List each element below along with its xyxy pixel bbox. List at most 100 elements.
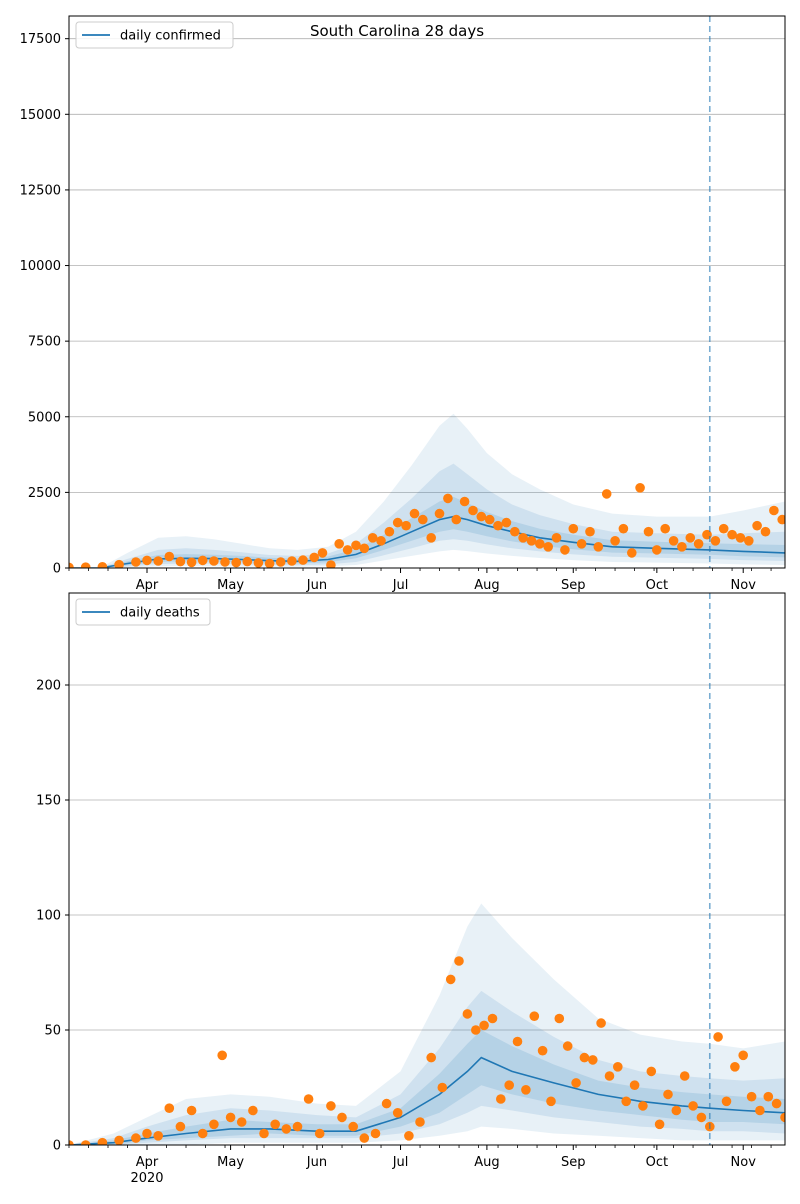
y-tick-label: 0 — [53, 562, 61, 577]
data-point — [97, 562, 108, 568]
legend-label: daily deaths — [120, 606, 200, 621]
data-point — [571, 1078, 581, 1088]
data-point — [426, 1052, 437, 1063]
data-point — [613, 1062, 623, 1072]
data-point — [479, 1020, 489, 1031]
data-point — [348, 1121, 359, 1132]
x-tick-label: Aug — [474, 1155, 499, 1170]
data-point — [646, 1066, 657, 1077]
data-point — [755, 1105, 765, 1116]
data-point — [309, 552, 320, 563]
y-tick-label: 200 — [36, 679, 61, 694]
y-tick-label: 50 — [44, 1024, 61, 1039]
data-point — [209, 1119, 219, 1130]
data-point — [760, 526, 771, 537]
data-point — [560, 545, 570, 555]
x-tick-label: May — [217, 1155, 244, 1170]
data-point — [735, 533, 746, 543]
data-point — [259, 1128, 269, 1139]
data-point — [231, 557, 241, 568]
data-point — [281, 1124, 292, 1134]
x-tick-label: Sep — [561, 578, 586, 593]
data-point — [131, 557, 141, 567]
data-point — [535, 539, 545, 549]
data-point — [209, 556, 219, 566]
plot-area — [69, 903, 785, 1145]
x-tick-label: Aug — [474, 578, 499, 593]
data-point — [114, 1135, 124, 1145]
data-point — [359, 1133, 370, 1143]
data-point — [384, 526, 395, 537]
data-point — [660, 523, 670, 534]
data-point — [468, 505, 478, 516]
data-point — [197, 555, 208, 566]
data-point — [392, 517, 403, 528]
data-point — [459, 496, 470, 507]
data-point — [493, 520, 503, 531]
chart-panel-deaths: 0 50 100 150 200 Apr May Jun Jul Aug Sep Oct Nov 2020… — [36, 592, 786, 1186]
data-point — [326, 1101, 336, 1111]
x-tick-label: Nov — [731, 578, 757, 593]
legend: daily confirmed — [75, 21, 234, 49]
data-point — [510, 526, 520, 537]
data-point — [409, 508, 420, 519]
data-point — [186, 1105, 197, 1116]
data-point — [593, 542, 604, 552]
x-tick-label: Oct — [646, 578, 668, 593]
data-point — [654, 1119, 665, 1130]
data-point — [496, 1094, 506, 1104]
data-point — [629, 1080, 640, 1090]
data-point — [727, 529, 737, 540]
data-point — [677, 542, 687, 552]
data-point — [562, 1041, 573, 1051]
data-point — [326, 560, 336, 568]
x-tick-label: Apr — [136, 1155, 159, 1170]
data-point — [610, 536, 620, 546]
data-point — [504, 1080, 514, 1090]
data-point — [718, 523, 729, 534]
data-point — [359, 543, 370, 554]
data-point — [142, 1128, 152, 1139]
data-point — [738, 1050, 748, 1061]
data-point — [769, 505, 779, 516]
data-point — [97, 1137, 108, 1145]
data-point — [685, 533, 696, 543]
data-point — [175, 1121, 186, 1132]
data-point — [376, 536, 386, 546]
data-point — [596, 1018, 606, 1028]
legend-label: daily confirmed — [120, 29, 221, 44]
data-point — [292, 1121, 303, 1132]
data-point — [604, 1071, 615, 1081]
data-point — [401, 520, 411, 531]
data-point — [471, 1025, 481, 1035]
axes-frame — [68, 592, 786, 1146]
data-point — [370, 1128, 381, 1139]
data-point — [671, 1105, 682, 1116]
data-point — [529, 1011, 540, 1021]
data-point — [693, 539, 704, 549]
figure-title: South Carolina 28 days — [310, 22, 484, 40]
data-point — [579, 1052, 590, 1063]
x-tick-label: Jun — [306, 578, 327, 593]
series-line — [69, 1056, 785, 1145]
data-point — [220, 557, 230, 567]
y-tick-label: 17500 — [20, 32, 61, 47]
data-point — [746, 1091, 757, 1102]
data-point — [114, 559, 124, 568]
uncertainty-band-outer — [69, 413, 785, 568]
data-point — [668, 536, 679, 546]
x-year-label: 2020 — [130, 1171, 163, 1186]
data-point — [337, 1112, 347, 1123]
data-point — [367, 533, 378, 543]
plot-area — [69, 413, 785, 568]
data-point — [512, 1036, 523, 1047]
data-point — [521, 1085, 531, 1095]
data-point — [635, 483, 645, 493]
data-point — [445, 974, 456, 985]
data-point — [487, 1013, 498, 1024]
data-point — [342, 545, 353, 555]
data-point — [275, 557, 286, 567]
series-line — [69, 515, 785, 568]
